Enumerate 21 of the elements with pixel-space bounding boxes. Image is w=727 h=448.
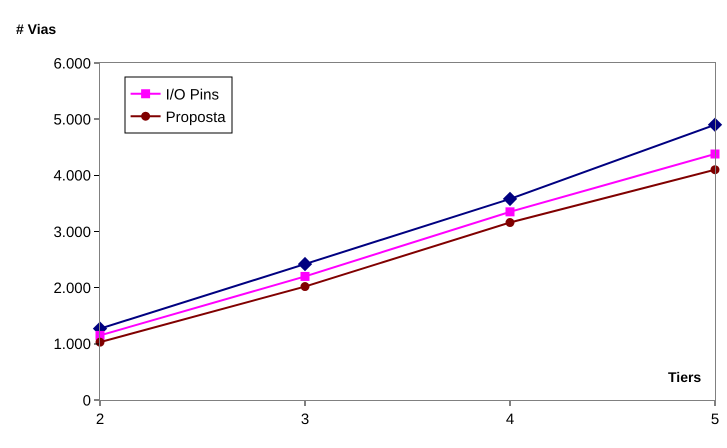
y-tick-label: 2.000 <box>53 280 91 297</box>
x-axis-title: Tiers <box>668 369 702 385</box>
point <box>502 192 518 206</box>
x-tick-label: 5 <box>710 411 720 428</box>
x-tick-label: 4 <box>506 411 514 428</box>
y-tick-label: 3.000 <box>53 224 91 241</box>
y-axis-title: # Vias <box>16 21 56 37</box>
point <box>506 218 514 228</box>
y-tick-label: 4.000 <box>53 168 91 185</box>
legend-label: I/O Pins <box>166 86 219 104</box>
y-tick-label: 0 <box>82 392 91 410</box>
y-tick-label: 6.000 <box>53 55 91 72</box>
legend-label: Proposta <box>166 109 226 126</box>
point <box>300 272 310 281</box>
point <box>506 207 514 216</box>
y-tick-label: 5.000 <box>53 111 91 128</box>
x-tick-label: 3 <box>300 411 310 428</box>
point <box>298 256 312 272</box>
x-tick-label: 2 <box>96 411 104 428</box>
y-tick-label: 1.000 <box>53 336 91 354</box>
point <box>300 282 310 292</box>
